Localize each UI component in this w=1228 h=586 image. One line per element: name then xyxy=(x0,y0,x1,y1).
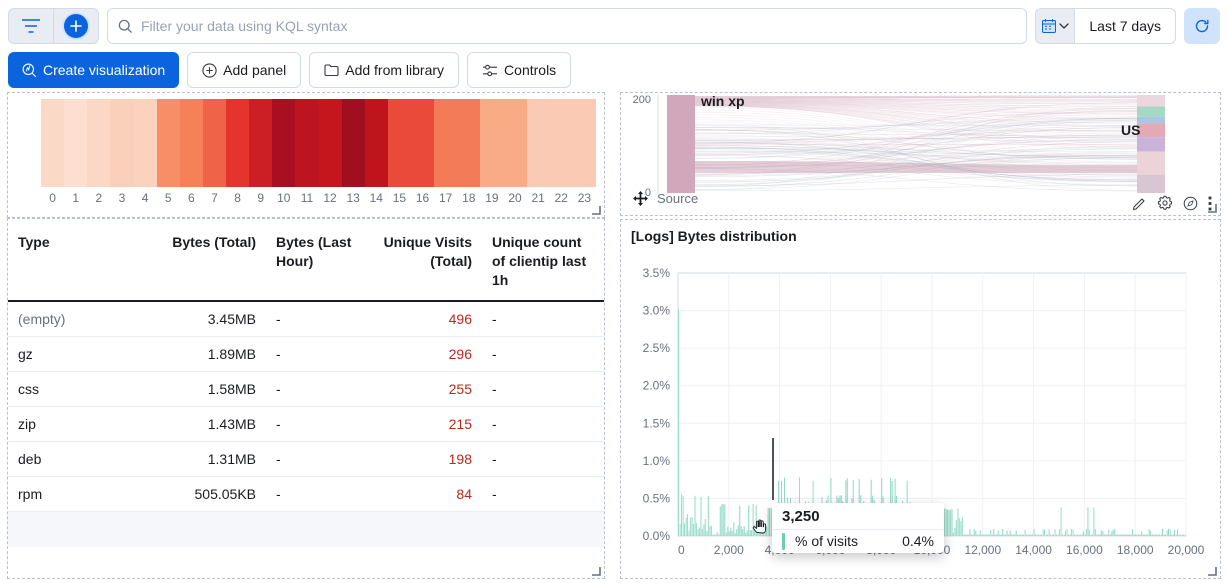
svg-text:0.5%: 0.5% xyxy=(643,491,671,505)
svg-text:18,000: 18,000 xyxy=(1117,543,1154,556)
svg-text:12,000: 12,000 xyxy=(964,543,1001,556)
svg-text:3.5%: 3.5% xyxy=(643,266,671,280)
svg-text:0.0%: 0.0% xyxy=(643,529,671,543)
svg-text:3.0%: 3.0% xyxy=(643,304,671,318)
svg-text:200: 200 xyxy=(633,94,651,106)
svg-text:20,000: 20,000 xyxy=(1168,543,1205,556)
svg-text:win xp: win xp xyxy=(700,93,745,109)
svg-text:1.0%: 1.0% xyxy=(643,454,671,468)
svg-text:2.0%: 2.0% xyxy=(643,379,671,393)
svg-text:0: 0 xyxy=(678,543,685,556)
svg-text:2,000: 2,000 xyxy=(714,543,744,556)
svg-text:US: US xyxy=(1121,122,1140,138)
svg-text:2.5%: 2.5% xyxy=(643,341,671,355)
svg-text:16,000: 16,000 xyxy=(1066,543,1103,556)
svg-text:1.5%: 1.5% xyxy=(643,416,671,430)
svg-text:14,000: 14,000 xyxy=(1015,543,1052,556)
